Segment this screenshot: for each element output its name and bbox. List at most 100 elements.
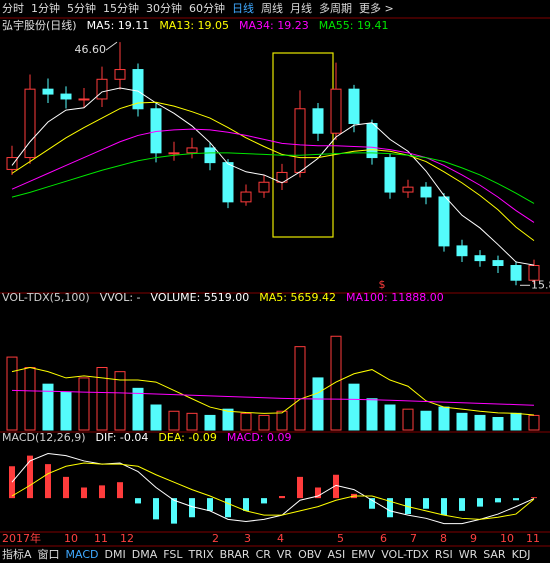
candle-body [474,255,486,262]
volume-bar [420,410,432,431]
volume-bar [384,404,396,431]
macd-bar [135,498,141,504]
candle-body [492,260,504,267]
candle-body [366,122,378,159]
volume-bar [150,404,162,431]
panel-title: VOL-TDX(5,100) [2,291,90,304]
top-tab[interactable]: 更多 > [359,1,394,15]
candle-body [402,186,414,193]
macd-bar [117,482,123,499]
volume-bar [258,414,270,431]
macd-bar [207,498,213,511]
x-axis-label: 2 [212,532,219,545]
bottom-tab[interactable]: SAR [483,548,506,561]
bottom-tab[interactable]: 窗口 [38,547,60,561]
annotation: $ [379,278,386,291]
legend-entry: VOLUME: 5519.00 [151,291,250,304]
ma-line [11,101,535,242]
top-tab[interactable]: 周线 [261,1,283,15]
x-axis-label: 11 [94,532,108,545]
legend-entry: DIF: -0.04 [96,431,149,444]
bottom-tab[interactable]: OBV [298,548,322,561]
volume-bar [438,406,450,431]
top-tab[interactable]: 60分钟 [189,1,225,15]
macd-bar [297,476,303,499]
candle-body [276,171,288,183]
top-tab[interactable]: 1分钟 [31,1,60,15]
bottom-tab[interactable]: TRIX [187,548,214,561]
legend-entry: MA34: 19.23 [239,19,309,32]
bottom-tab[interactable]: RSI [435,548,453,561]
macd-bar [189,498,195,518]
volume-bar [312,377,324,431]
volume-bar [348,383,360,431]
candle-body [294,108,306,173]
annotation-arrow [105,41,118,51]
bottom-tab[interactable]: MACD [66,548,99,561]
volume-bar [330,335,342,431]
volume-bar [42,383,54,431]
panel-title: 弘宇股份(日线) [2,18,77,32]
bottom-tab[interactable]: BRAR [220,548,250,561]
indicator-line [11,366,535,416]
macd-bar [261,498,267,504]
bottom-tab[interactable]: EMV [351,548,375,561]
bottom-tab[interactable]: DMI [105,548,126,561]
x-axis-label: 3 [244,532,251,545]
ma-line [11,87,535,266]
macd-bar [423,498,429,509]
macd-bar [99,485,105,499]
legend-entry: MA100: 11888.00 [346,291,444,304]
volume-bar [114,371,126,431]
macd-bar [45,464,51,499]
bottom-tab[interactable]: CR [256,548,272,561]
top-tab[interactable]: 多周期 [319,1,352,15]
legend-entry: MA5: 19.11 [87,19,150,32]
bottom-tab[interactable]: KDJ [512,548,531,561]
candle-body [96,78,108,100]
candle-body [114,69,126,80]
volume-bar [528,414,540,431]
candle-body [42,88,54,95]
legend-entry: MA55: 19.41 [319,19,389,32]
macd-bar [405,498,411,515]
macd-bar [495,498,501,503]
macd-bar [387,498,393,518]
volume-bar [474,414,486,431]
bottom-tab[interactable]: 指标A [2,547,32,561]
x-axis-label: 2017年 [2,531,41,545]
candle-body [60,93,72,100]
candle-body [312,108,324,134]
bottom-tab[interactable]: WR [459,548,478,561]
highlight-box [272,52,334,238]
x-axis-label: 12 [120,532,134,545]
macd-bar [333,474,339,499]
top-tab[interactable]: 日线 [232,1,254,15]
top-tab[interactable]: 月线 [290,1,312,15]
bottom-tab[interactable]: FSL [163,548,183,561]
x-axis-label: 6 [380,532,387,545]
bottom-tab[interactable]: VOL-TDX [381,548,429,561]
macd-bar [459,498,465,511]
legend-entry: DEA: -0.09 [158,431,216,444]
indicator-line [11,389,535,406]
x-axis-label: 4 [277,532,284,545]
panel-title: MACD(12,26,9) [2,431,86,444]
bottom-tab[interactable]: VR [277,548,293,561]
top-tab[interactable]: 分时 [2,2,24,15]
top-tab[interactable]: 15分钟 [103,1,139,15]
candle-body [456,245,468,257]
legend-entry: MACD: 0.09 [227,431,292,444]
candle-body [186,147,198,154]
volume-bar [168,410,180,431]
top-tab[interactable]: 5分钟 [67,1,96,15]
bottom-tab[interactable]: DMA [132,548,158,561]
bottom-tab[interactable]: ASI [327,548,345,561]
candle-body [528,265,540,281]
top-tab[interactable]: 30分钟 [146,1,182,15]
ma-line [11,152,535,204]
candle-body [222,162,234,203]
volume-bar [366,398,378,431]
